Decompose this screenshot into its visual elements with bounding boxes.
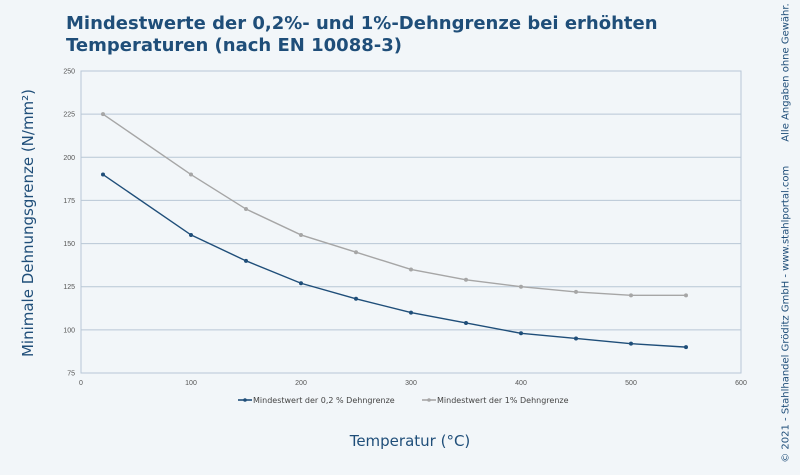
x-tick-label: 100 bbox=[185, 380, 197, 387]
y-tick-label: 175 bbox=[63, 198, 75, 205]
x-tick-label: 600 bbox=[735, 380, 747, 387]
data-point bbox=[629, 341, 633, 346]
data-point bbox=[244, 258, 248, 263]
data-point bbox=[189, 172, 193, 177]
data-point bbox=[409, 310, 413, 315]
data-point bbox=[574, 289, 578, 294]
data-point bbox=[684, 293, 688, 298]
legend-label: Mindestwert der 0,2 % Dehngrenze bbox=[253, 396, 395, 405]
data-point bbox=[189, 232, 193, 237]
legend-label: Mindestwert der 1% Dehngrenze bbox=[437, 396, 569, 405]
legend-marker bbox=[427, 398, 431, 402]
y-tick-label: 125 bbox=[63, 284, 75, 291]
chart-title: Mindestwerte der 0,2%- und 1%-Dehngrenze… bbox=[66, 13, 658, 56]
data-point bbox=[519, 284, 523, 289]
y-tick-label: 75 bbox=[67, 371, 75, 378]
x-tick-label: 300 bbox=[405, 380, 417, 387]
data-point bbox=[299, 281, 303, 286]
data-point bbox=[299, 232, 303, 237]
data-point bbox=[464, 277, 468, 282]
x-tick-label: 400 bbox=[515, 380, 527, 387]
x-axis-label: Temperatur (°C) bbox=[349, 432, 471, 450]
data-point bbox=[519, 331, 523, 336]
data-point bbox=[629, 293, 633, 298]
data-point bbox=[684, 345, 688, 350]
data-point bbox=[409, 267, 413, 272]
x-tick-label: 500 bbox=[625, 380, 637, 387]
data-point bbox=[354, 250, 358, 255]
plot-area bbox=[80, 70, 742, 374]
data-point bbox=[101, 112, 105, 117]
legend-marker bbox=[243, 398, 247, 402]
y-tick-label: 250 bbox=[63, 69, 75, 76]
y-tick-label: 200 bbox=[63, 155, 75, 162]
data-point bbox=[244, 207, 248, 212]
data-point bbox=[101, 172, 105, 177]
y-tick-label: 225 bbox=[63, 112, 75, 119]
y-tick-label: 150 bbox=[63, 241, 75, 248]
data-point bbox=[464, 320, 468, 325]
y-tick-label: 100 bbox=[63, 327, 75, 334]
data-point bbox=[574, 336, 578, 341]
x-tick-label: 200 bbox=[295, 380, 307, 387]
data-point bbox=[354, 296, 358, 301]
x-tick-label: 0 bbox=[79, 380, 83, 387]
